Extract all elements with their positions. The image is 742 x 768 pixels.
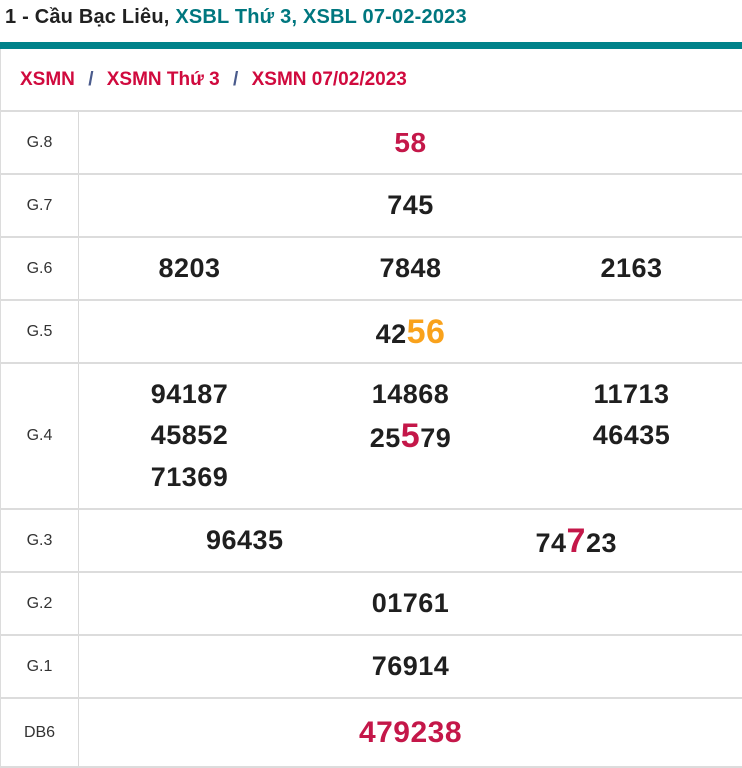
title-draw-link[interactable]: XSBL Thứ 3, XSBL 07-02-2023	[175, 6, 467, 28]
prize-label: G.7	[1, 175, 79, 236]
prize-number: 76914	[371, 651, 450, 681]
highlighted-digits: 56	[406, 312, 446, 351]
prize-number: 01761	[371, 588, 450, 618]
teal-divider-bar	[0, 42, 742, 49]
table-row-g3: G.3 96435 74723	[1, 508, 742, 571]
breadcrumb-separator: /	[233, 69, 239, 90]
table-row-g2: G.2 01761	[1, 571, 742, 634]
results-panel: XSMN / XSMN Thứ 3 / XSMN 07/02/2023 G.8 …	[0, 49, 742, 768]
prize-number: 58	[394, 126, 427, 158]
highlighted-digit: 7	[566, 521, 586, 560]
prize-label: G.2	[1, 573, 79, 634]
table-row-g7: G.7 745	[1, 173, 742, 236]
prize-number: 2163	[600, 253, 663, 283]
prize-number: 745	[387, 190, 434, 220]
prize-number: 96435	[205, 525, 284, 555]
prize-number: 4256	[375, 312, 446, 351]
prize-number: 74723	[535, 521, 617, 560]
prize-label: G.3	[1, 510, 79, 571]
breadcrumb-link-xsmn[interactable]: XSMN	[20, 69, 75, 90]
prize-number: 11713	[593, 379, 670, 410]
prize-label: G.1	[1, 636, 79, 697]
breadcrumb-separator: /	[88, 69, 94, 90]
breadcrumb: XSMN / XSMN Thứ 3 / XSMN 07/02/2023	[1, 49, 742, 110]
prize-number-special: 479238	[358, 715, 463, 749]
prize-label: G.4	[1, 364, 79, 508]
prize-number: 94187	[150, 379, 229, 410]
prize-number: 25579	[369, 416, 452, 455]
table-row-g8: G.8 58	[1, 110, 742, 173]
prize-number: 14868	[371, 379, 450, 410]
table-row-g4: G.4 94187 14868 11713 45852 25579 46435 …	[1, 362, 742, 508]
breadcrumb-link-xsmn-thu3[interactable]: XSMN Thứ 3	[106, 69, 220, 90]
prize-label: G.6	[1, 238, 79, 299]
page-title: 1 - Cầu Bạc Liêu, XSBL Thứ 3, XSBL 07-02…	[0, 0, 742, 42]
prize-label: G.8	[1, 112, 79, 173]
prize-number: 46435	[592, 420, 671, 451]
title-prefix: 1 - Cầu Bạc Liêu,	[5, 6, 176, 28]
results-table: G.8 58 G.7 745 G.6 8203 7848 2163	[1, 110, 742, 768]
prize-number: 45852	[150, 420, 229, 451]
highlighted-digit: 5	[400, 416, 421, 455]
breadcrumb-link-xsmn-date[interactable]: XSMN 07/02/2023	[251, 69, 407, 90]
prize-label: DB6	[1, 699, 79, 766]
prize-number: 7848	[379, 253, 442, 283]
table-row-g5: G.5 4256	[1, 299, 742, 362]
prize-label: G.5	[1, 301, 79, 362]
table-row-g1: G.1 76914	[1, 634, 742, 697]
table-row-g6: G.6 8203 7848 2163	[1, 236, 742, 299]
prize-number: 71369	[150, 461, 229, 492]
table-row-db6: DB6 479238	[1, 697, 742, 766]
prize-number: 8203	[158, 253, 221, 283]
